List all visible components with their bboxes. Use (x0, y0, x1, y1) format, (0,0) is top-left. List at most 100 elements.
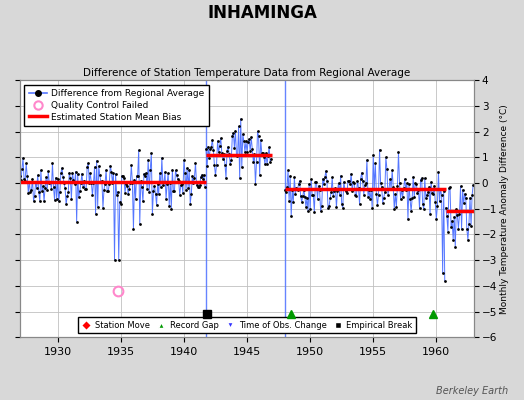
Point (320, 181, 328, 187)
Point (369, 152, 377, 158)
Point (465, 221, 473, 227)
Point (139, 198, 147, 205)
Point (34, 172, 42, 178)
Point (315, 187, 324, 194)
Point (344, 177, 352, 184)
Point (322, 168, 330, 174)
Point (19, 155, 27, 161)
Point (386, 176, 394, 182)
Point (208, 137, 216, 143)
Point (183, 165, 191, 171)
Point (333, 188, 342, 194)
Point (221, 161, 229, 168)
Point (379, 194, 388, 201)
Point (201, 184, 209, 190)
Point (325, 203, 333, 209)
Point (453, 212, 462, 219)
Point (61, 185, 69, 192)
Point (87, 180, 95, 186)
Point (226, 161, 234, 167)
Point (145, 188, 154, 195)
Legend: Station Move, Record Gap, Time of Obs. Change, Empirical Break: Station Move, Record Gap, Time of Obs. C… (78, 318, 416, 333)
Point (225, 150, 233, 157)
Point (126, 180, 135, 186)
Point (299, 193, 307, 199)
Point (241, 148, 249, 155)
Point (346, 181, 354, 187)
Point (130, 176, 139, 183)
Point (180, 157, 188, 163)
Point (355, 201, 364, 207)
Point (38, 187, 46, 194)
Point (204, 144, 212, 150)
Point (460, 200, 468, 207)
Point (436, 186, 445, 192)
Point (287, 213, 296, 220)
Point (68, 170, 77, 176)
Point (290, 174, 299, 180)
Point (83, 164, 91, 170)
Point (150, 183, 159, 189)
Point (433, 203, 442, 209)
Point (80, 178, 88, 184)
Point (237, 164, 246, 170)
Point (92, 157, 101, 164)
Point (253, 159, 261, 166)
Point (233, 152, 242, 158)
Point (115, 257, 123, 263)
Point (50, 197, 59, 203)
Point (171, 167, 180, 174)
Point (304, 208, 312, 215)
Point (423, 192, 431, 198)
Point (256, 172, 264, 178)
Point (328, 174, 336, 180)
Point (163, 181, 171, 188)
Point (155, 191, 163, 197)
Point (432, 216, 441, 222)
Point (445, 185, 453, 191)
Point (220, 151, 228, 158)
Point (72, 218, 81, 225)
Y-axis label: Monthly Temperature Anomaly Difference (°C): Monthly Temperature Anomaly Difference (… (500, 104, 509, 314)
Point (30, 193, 39, 200)
Point (215, 142, 224, 149)
Point (282, 189, 290, 196)
Point (438, 192, 446, 198)
Point (29, 198, 38, 204)
Point (458, 186, 467, 193)
Point (407, 208, 416, 214)
Point (378, 199, 387, 206)
Point (148, 211, 157, 217)
Point (222, 175, 230, 181)
Point (111, 257, 119, 263)
Point (199, 175, 207, 182)
Point (456, 183, 465, 189)
Point (59, 174, 67, 180)
Point (372, 191, 380, 198)
Point (107, 168, 116, 175)
Point (203, 163, 211, 170)
Point (281, 186, 289, 193)
Point (86, 170, 94, 176)
Point (312, 178, 321, 185)
Point (424, 188, 432, 195)
Point (158, 154, 166, 161)
Point (57, 170, 65, 176)
Point (457, 226, 466, 232)
Point (398, 194, 407, 200)
Point (434, 169, 443, 175)
Point (418, 175, 426, 181)
Point (169, 188, 178, 194)
Point (184, 184, 192, 191)
Point (430, 182, 439, 189)
Point (181, 170, 189, 176)
Point (100, 186, 108, 193)
Point (52, 196, 61, 202)
Point (186, 200, 194, 207)
Point (444, 228, 452, 235)
Point (177, 182, 185, 188)
Point (324, 205, 332, 211)
Title: Difference of Station Temperature Data from Regional Average: Difference of Station Temperature Data f… (83, 68, 411, 78)
Point (451, 244, 460, 250)
Point (308, 192, 316, 199)
